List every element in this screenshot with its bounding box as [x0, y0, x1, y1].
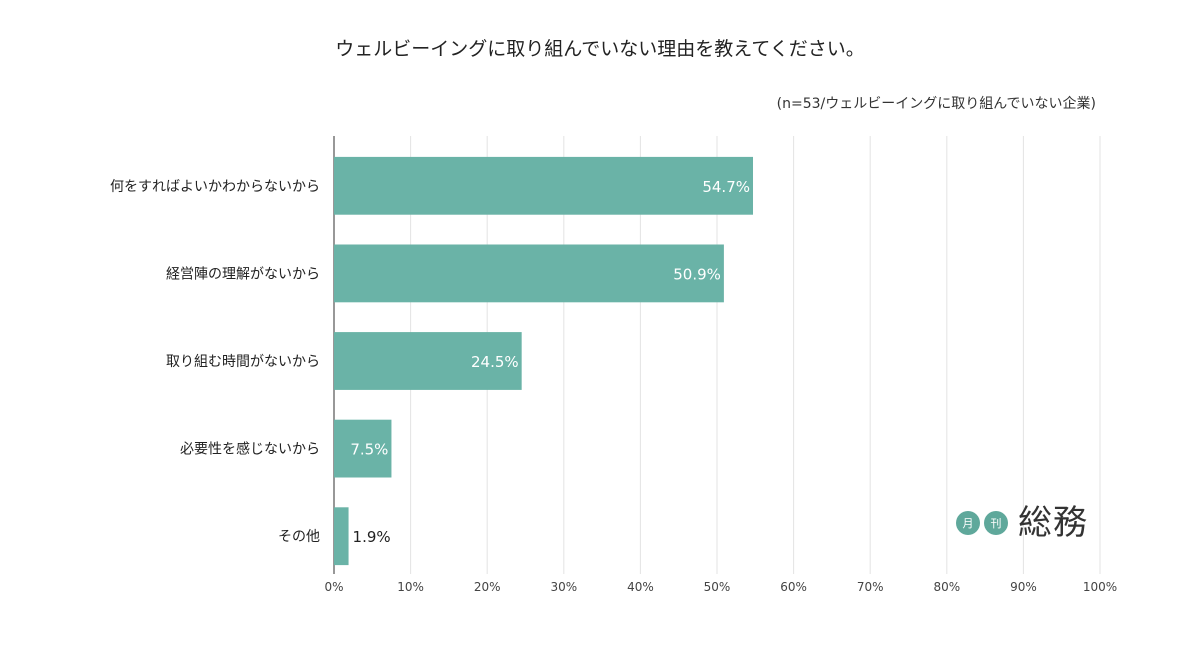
category-label: 必要性を感じないから	[180, 441, 320, 458]
logo-dot-2: 刊	[984, 511, 1008, 535]
category-label: その他	[278, 529, 320, 545]
bar	[334, 507, 349, 566]
bar	[334, 244, 724, 303]
chart-title: ウェルビーイングに取り組んでいない理由を教えてください。	[335, 38, 865, 60]
bar-value-label: 54.7%	[702, 178, 750, 196]
bar-value-label: 50.9%	[673, 265, 721, 283]
x-tick-label: 90%	[1010, 580, 1037, 594]
bar-value-label: 7.5%	[350, 441, 388, 459]
category-label: 何をすればよいかわからないから	[110, 179, 320, 195]
bar	[334, 419, 392, 478]
x-tick-label: 100%	[1083, 580, 1117, 594]
x-tick-label: 30%	[550, 580, 577, 594]
x-tick-label: 80%	[933, 580, 960, 594]
x-tick-labels: 0% 10% 20% 30% 40% 50% 60% 70% 80% 90% 100%	[324, 580, 1117, 594]
x-tick-label: 20%	[474, 580, 501, 594]
x-tick-label: 0%	[324, 580, 343, 594]
category-labels: 何をすればよいかわからないから経営陣の理解がないから取り組む時間がないから必要性…	[110, 179, 320, 545]
x-tick-label: 70%	[857, 580, 884, 594]
logo: 月 刊 総務	[956, 506, 1088, 540]
x-tick-label: 10%	[397, 580, 424, 594]
x-tick-label: 60%	[780, 580, 807, 594]
chart-subtitle: (n=53/ウェルビーイングに取り組んでいない企業)	[776, 96, 1096, 112]
x-tick-label: 50%	[704, 580, 731, 594]
logo-dot-1: 月	[956, 511, 980, 535]
category-label: 取り組む時間がないから	[166, 354, 320, 370]
bar	[334, 156, 754, 215]
logo-text: 総務	[1018, 503, 1088, 543]
bar-value-label: 24.5%	[471, 353, 519, 371]
bar-value-label: 1.9%	[353, 528, 391, 546]
bars: 54.7% 50.9% 24.5% 7.5% 1.9%	[334, 156, 754, 566]
x-tick-label: 40%	[627, 580, 654, 594]
bar	[334, 332, 522, 390]
category-label: 経営陣の理解がないから	[166, 266, 320, 282]
